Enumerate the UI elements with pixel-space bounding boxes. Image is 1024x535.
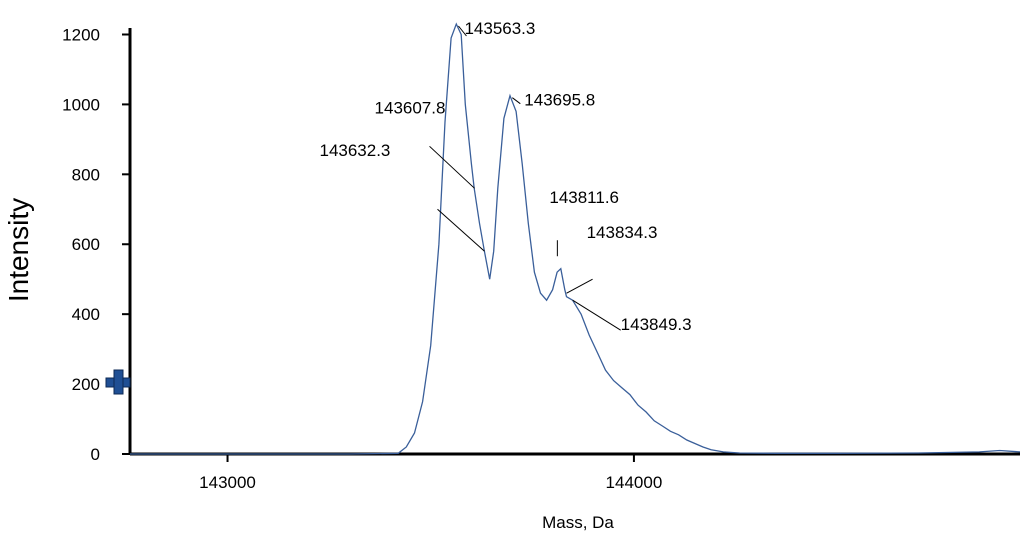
peak-leader-2	[437, 208, 485, 252]
y-tick-label-1: 200	[72, 375, 100, 394]
y-tick-label-0: 0	[91, 445, 100, 464]
peak-label-3: 143695.8	[524, 91, 595, 110]
x-axis-title: Mass, Da	[542, 513, 614, 532]
y-tick-label-2: 400	[72, 305, 100, 324]
x-tick-label-0: 143000	[199, 473, 256, 492]
peak-label-2: 143632.3	[319, 141, 390, 160]
y-tick-label-5: 1000	[62, 95, 100, 114]
annotation-layer: 143563.3 143607.8 143632.3 143695.8 143811.6…	[319, 19, 691, 334]
peak-label-0: 143563.3	[464, 19, 535, 38]
series-line-0	[130, 22, 1021, 455]
y-tick-label-6: 1200	[62, 25, 100, 44]
y-tick-label-4: 800	[72, 165, 100, 184]
peak-label-1: 143607.8	[375, 98, 446, 117]
peak-label-4: 143811.6	[549, 188, 619, 207]
x-tick-label-1: 144000	[606, 473, 663, 492]
peak-leader-3	[512, 97, 521, 105]
peak-leader-5	[566, 278, 593, 294]
peak-label-5: 143834.3	[587, 223, 658, 242]
y-tick-label-3: 600	[72, 235, 100, 254]
peak-label-6: 143849.3	[621, 315, 692, 334]
y-axis-title: Intensity	[3, 198, 34, 302]
peak-leader-1	[429, 145, 475, 189]
peak-leader-0	[458, 25, 467, 37]
series-layer	[130, 22, 1021, 455]
plus-marker-icon[interactable]	[105, 369, 131, 395]
peak-leader-6	[572, 299, 621, 331]
